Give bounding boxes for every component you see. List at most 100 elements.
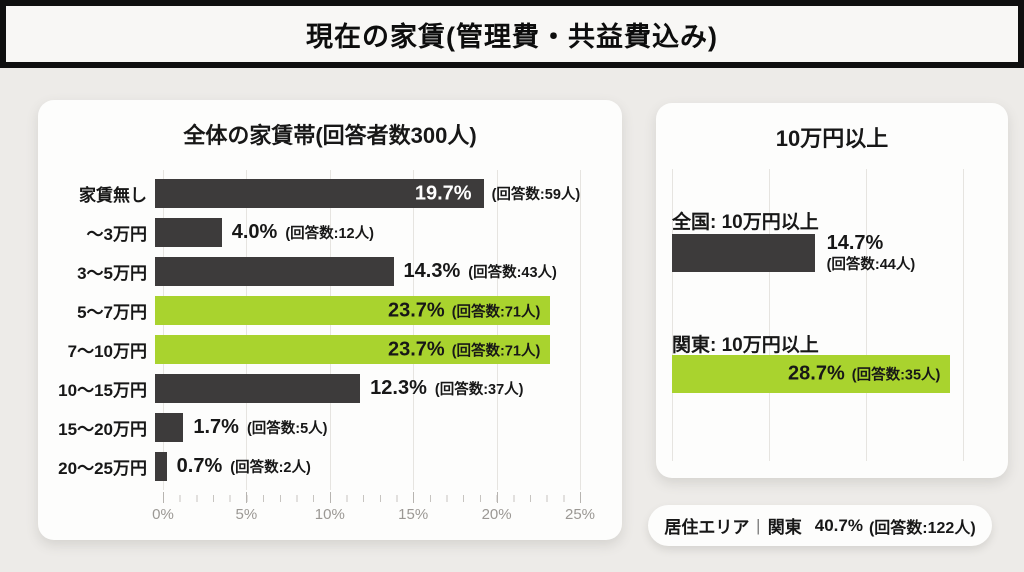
kanto-bar-row: 28.7% (回答数:35人) xyxy=(672,355,963,393)
national-bar-row: 14.7% (回答数:44人) xyxy=(672,231,963,274)
bar-track: 0.7% (回答数:2人) xyxy=(155,452,572,481)
bar-track: 4.0% (回答数:12人) xyxy=(155,218,572,247)
bar-value-label: 4.0% xyxy=(231,221,278,243)
category-label: 20〜25万円 xyxy=(58,459,147,478)
bar-count-label: (回答数:37人) xyxy=(434,382,524,398)
bar-highlighted: 28.7% (回答数:35人) xyxy=(672,355,951,393)
category-label: 3〜5万円 xyxy=(77,264,147,283)
bar-track: 12.3% (回答数:37人) xyxy=(155,374,572,403)
major-tick xyxy=(163,492,164,503)
bar-count-label: (回答数:71人) xyxy=(451,343,541,359)
bar xyxy=(155,257,394,286)
bar xyxy=(155,452,167,481)
bar-count-label: (回答数:59人) xyxy=(491,187,581,203)
bar xyxy=(155,374,361,403)
residence-area-badge: 居住エリア | 関東 40.7% (回答数:122人) xyxy=(648,505,992,546)
bar-row-under-3: 〜3万円 4.0% (回答数:12人) xyxy=(38,213,622,252)
bar: 19.7% xyxy=(155,179,484,208)
category-label: 15〜20万円 xyxy=(58,420,147,439)
category-label: 7〜10万円 xyxy=(67,342,147,361)
bar-value-label: 23.7% xyxy=(387,338,445,360)
gridline xyxy=(246,170,248,490)
bar xyxy=(155,413,184,442)
axis-tick-label: 25% xyxy=(564,506,596,523)
over-100k-chart-card: 10万円以上 全国: 10万円以上 14.7% (回答数:44人) 関東: 10… xyxy=(656,103,1008,478)
major-tick xyxy=(246,492,248,503)
bar-track: 23.7% (回答数:71人) xyxy=(155,296,572,325)
x-axis-ticks xyxy=(163,492,581,503)
bar-count-label: (回答数:12人) xyxy=(285,226,374,242)
right-chart-title: 10万円以上 xyxy=(775,126,889,151)
bar-row-no-rent: 家賃無し 19.7% (回答数:59人) xyxy=(38,174,622,213)
axis-tick-label: 15% xyxy=(398,506,429,523)
bar-count-label: (回答数:2人) xyxy=(230,460,311,476)
region-count: (回答数:122人) xyxy=(868,519,976,537)
bar-count-label: (回答数:43人) xyxy=(468,265,557,281)
category-label: 〜3万円 xyxy=(86,225,147,244)
gridline xyxy=(768,169,770,461)
gridline xyxy=(866,169,867,461)
gridline xyxy=(413,170,415,490)
major-tick xyxy=(329,492,331,503)
major-tick xyxy=(496,492,498,503)
bar-value-label: 12.3% xyxy=(370,377,427,399)
bar-highlighted: 23.7% (回答数:71人) xyxy=(155,335,551,364)
bar-value-label: 0.7% xyxy=(176,455,223,477)
page-title: 現在の家賃(管理費・共益費込み) xyxy=(306,21,718,52)
left-chart-gridlines xyxy=(163,170,581,490)
bar xyxy=(672,234,815,272)
right-chart-gridlines xyxy=(672,169,964,461)
header-banner: 現在の家賃(管理費・共益費込み) xyxy=(0,0,1024,68)
category-label: 家賃無し xyxy=(79,186,147,205)
bar-track: 19.7% (回答数:59人) xyxy=(155,179,580,208)
major-tick xyxy=(580,492,581,503)
area-label: 居住エリア xyxy=(664,518,750,537)
national-group-label: 全国: 10万円以上 xyxy=(672,212,819,233)
bar-value-label: 14.3% xyxy=(403,260,461,282)
bar-count-label: (回答数:35人) xyxy=(851,367,941,384)
bar-track: 14.3% (回答数:43人) xyxy=(155,257,572,286)
bar-row-20-25: 20〜25万円 0.7% (回答数:2人) xyxy=(38,447,622,486)
category-label: 5〜7万円 xyxy=(77,303,147,322)
bar-count-label: (回答数:5人) xyxy=(246,421,328,437)
axis-tick-label: 20% xyxy=(481,506,512,523)
overall-rent-chart-card: 全体の家賃帯(回答者数300人) 家賃無し 19.7% (回答数:59人) 〜3 xyxy=(38,100,622,540)
region-label: 関東 xyxy=(767,518,802,537)
bar-rows: 家賃無し 19.7% (回答数:59人) 〜3万円 4.0% (回答数:12人)… xyxy=(38,174,622,486)
bar-side-label: 14.7% (回答数:44人) xyxy=(827,231,916,274)
bar-row-3-5: 3〜5万円 14.3% (回答数:43人) xyxy=(38,252,622,291)
gridline xyxy=(580,170,581,490)
axis-tick-label: 10% xyxy=(314,506,345,523)
x-axis-labels: 0% 5% 10% 15% 20% 25% xyxy=(152,506,595,526)
bar-count-label: (回答数:44人) xyxy=(826,257,916,274)
gridline xyxy=(163,170,164,490)
bar-highlighted: 23.7% (回答数:71人) xyxy=(155,296,551,325)
bar-count-label: (回答数:71人) xyxy=(451,304,541,320)
bar-value-label: 1.7% xyxy=(193,416,239,438)
bar-row-5-7: 5〜7万円 23.7% (回答数:71人) xyxy=(38,291,622,330)
axis-tick-label: 0% xyxy=(152,506,174,523)
left-chart-title: 全体の家賃帯(回答者数300人) xyxy=(183,123,477,148)
bar-value-label: 28.7% xyxy=(788,362,845,385)
bar-row-7-10: 7〜10万円 23.7% (回答数:71人) xyxy=(38,330,622,369)
bar-row-10-15: 10〜15万円 12.3% (回答数:37人) xyxy=(38,369,622,408)
gridline xyxy=(963,169,964,461)
bar-row-15-20: 15〜20万円 1.7% (回答数:5人) xyxy=(38,408,622,447)
major-tick xyxy=(413,492,415,503)
bar-track: 1.7% (回答数:5人) xyxy=(155,413,572,442)
gridline xyxy=(672,169,673,461)
bar-value-label: 23.7% xyxy=(387,299,445,321)
gridline xyxy=(496,170,498,490)
separator: | xyxy=(757,515,761,535)
bar-value-label: 14.7% xyxy=(826,232,884,255)
bar-value-label: 19.7% xyxy=(414,182,472,204)
gridline xyxy=(329,170,331,490)
axis-tick-label: 5% xyxy=(235,506,258,523)
minor-ticks xyxy=(163,495,580,502)
bar-track: 23.7% (回答数:71人) xyxy=(155,335,572,364)
kanto-group-label: 関東: 10万円以上 xyxy=(672,335,819,356)
category-label: 10〜15万円 xyxy=(58,381,147,400)
bar xyxy=(155,218,222,247)
region-percent: 40.7% xyxy=(814,515,863,535)
